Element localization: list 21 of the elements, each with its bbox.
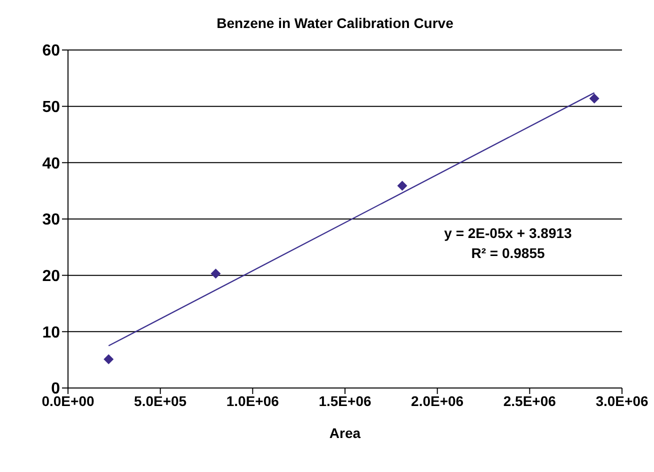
x-axis-title: Area	[329, 425, 361, 441]
x-tick-label: 2.5E+06	[503, 392, 556, 409]
point	[104, 354, 114, 364]
x-tick-label: 0.0E+00	[42, 392, 94, 409]
point	[210, 268, 221, 279]
point	[589, 93, 600, 104]
x-tick-label: 1.0E+06	[226, 392, 280, 409]
chart-title: Benzene in Water Calibration Curve	[216, 14, 454, 33]
y-tick-label: 20	[42, 268, 60, 286]
point	[397, 180, 408, 191]
y-tick-label: 50	[42, 99, 60, 116]
x-tick-label: 5.0E+05	[134, 392, 187, 409]
y-tick-label: 40	[42, 155, 60, 172]
y-tick-label: 60	[42, 42, 60, 60]
x-tick-label: 2.0E+06	[411, 392, 464, 409]
annotation: R² = 0.9855	[471, 245, 545, 261]
y-tick-label: 10	[42, 324, 60, 342]
x-tick-label: 1.5E+06	[318, 392, 372, 409]
x-tick-label: 3.0E+06	[596, 392, 648, 409]
annotation: y = 2E-05x + 3.8913	[444, 225, 572, 241]
y-tick-label: 30	[42, 212, 60, 229]
